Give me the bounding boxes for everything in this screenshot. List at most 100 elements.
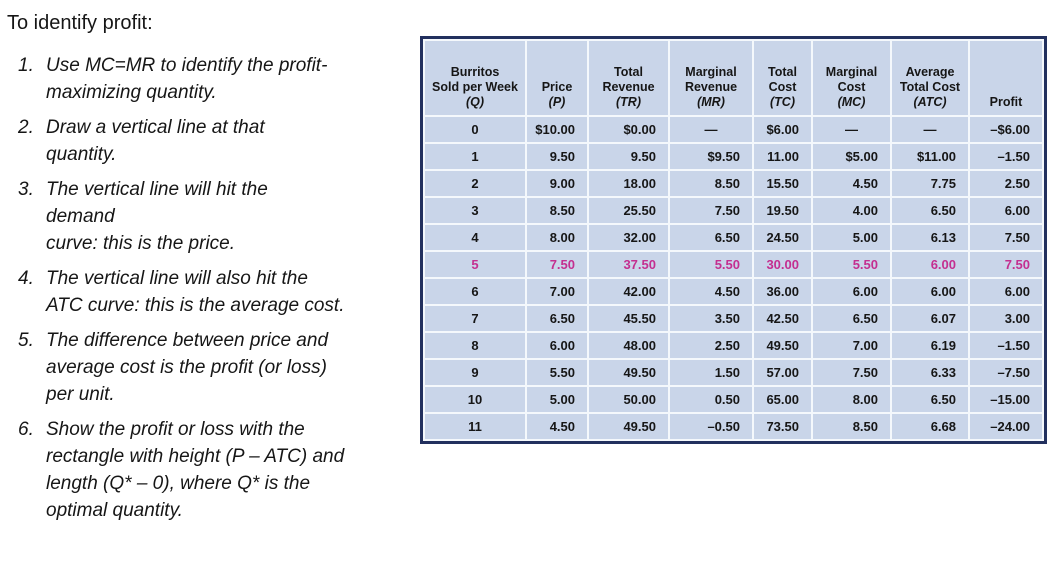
instruction-number: 3. bbox=[18, 179, 34, 200]
column-header-label: Total Revenue bbox=[602, 65, 655, 94]
table-cell: 7.00 bbox=[527, 279, 587, 304]
table-cell: 6.00 bbox=[970, 198, 1042, 223]
table-cell: 6.50 bbox=[527, 306, 587, 331]
table-cell: 7.50 bbox=[670, 198, 752, 223]
table-cell: 3 bbox=[425, 198, 525, 223]
column-header-label: Marginal Revenue bbox=[684, 65, 738, 94]
table-cell: 19.50 bbox=[754, 198, 811, 223]
table-cell: 8.50 bbox=[670, 171, 752, 196]
instruction-text: The vertical line will also hit the ATC … bbox=[46, 268, 345, 316]
table-cell: 9 bbox=[425, 360, 525, 385]
profit-table-container: Burritos Sold per Week (Q) Price (P) Total R… bbox=[420, 36, 1047, 444]
table-cell: –1.50 bbox=[970, 144, 1042, 169]
table-head: Burritos Sold per Week (Q) Price (P) Total R… bbox=[425, 41, 1042, 115]
table-cell: 11.00 bbox=[754, 144, 811, 169]
table-cell: 7.75 bbox=[892, 171, 968, 196]
column-header-label: Average Total Cost bbox=[899, 65, 961, 94]
table-cell: 73.50 bbox=[754, 414, 811, 439]
table-cell: 6.00 bbox=[892, 252, 968, 277]
table-row: 2 9.00 18.00 8.50 15.50 4.50 7.75 2.50 bbox=[425, 171, 1042, 196]
instruction-item-2: 2. Draw a vertical line at that quantity. bbox=[7, 114, 411, 168]
table-cell: 42.50 bbox=[754, 306, 811, 331]
table-cell: 6.13 bbox=[892, 225, 968, 250]
column-header-symbol: (TR) bbox=[616, 95, 641, 109]
table-cell: 5.50 bbox=[527, 360, 587, 385]
table-cell: 50.00 bbox=[589, 387, 668, 412]
table-row: 0 $10.00 $0.00— $6.00— — –$6.00 bbox=[425, 117, 1042, 142]
table-cell: 3.50 bbox=[670, 306, 752, 331]
table-row: 7 6.50 45.50 3.50 42.50 6.50 6.07 3.00 bbox=[425, 306, 1042, 331]
table-cell: 3.00 bbox=[970, 306, 1042, 331]
column-header-symbol: (MR) bbox=[697, 95, 725, 109]
table-cell: 8.50 bbox=[527, 198, 587, 223]
table-cell: 6.50 bbox=[670, 225, 752, 250]
table-cell: 0.50 bbox=[670, 387, 752, 412]
table-body: 0 $10.00 $0.00— $6.00— — –$6.00 1 9.50 9.50 $9.50… bbox=[425, 117, 1042, 439]
table-row: 11 4.50 49.50 –0.50 73.50 8.50 6.68 –24.00 bbox=[425, 414, 1042, 439]
table-cell: 4.50 bbox=[527, 414, 587, 439]
column-header-profit: Profit bbox=[970, 41, 1042, 115]
table-cell: 1 bbox=[425, 144, 525, 169]
table-cell: 9.50 bbox=[527, 144, 587, 169]
table-cell: 6.50 bbox=[892, 198, 968, 223]
table-cell: 8 bbox=[425, 333, 525, 358]
column-header-price: Price (P) bbox=[527, 41, 587, 115]
table-row-highlighted: 5 7.50 37.50 5.50 30.00 5.50 6.00 7.50 bbox=[425, 252, 1042, 277]
table-cell: 7.50 bbox=[527, 252, 587, 277]
table-cell: 6.07 bbox=[892, 306, 968, 331]
table-cell: 36.00 bbox=[754, 279, 811, 304]
table-cell: 6 bbox=[425, 279, 525, 304]
table-cell: 37.50 bbox=[589, 252, 668, 277]
table-cell: 2.50 bbox=[970, 171, 1042, 196]
table-cell: — bbox=[670, 117, 752, 142]
column-header-symbol: (MC) bbox=[837, 95, 866, 109]
table-cell: 5.50 bbox=[670, 252, 752, 277]
table-cell: 7.50 bbox=[970, 252, 1042, 277]
instruction-number: 4. bbox=[18, 268, 34, 289]
instruction-number: 2. bbox=[18, 117, 34, 138]
instructions-list: 1. Use MC=MR to identify the profit- maxi… bbox=[7, 52, 411, 524]
column-header-marginal-cost: Marginal Cost (MC) bbox=[813, 41, 890, 115]
table-cell: 6.50 bbox=[892, 387, 968, 412]
table-cell: 49.50 bbox=[589, 414, 668, 439]
table-cell: 10 bbox=[425, 387, 525, 412]
table-cell: 5.00 bbox=[527, 387, 587, 412]
table-cell: $11.00 bbox=[892, 144, 968, 169]
table-cell: 5.50 bbox=[813, 252, 890, 277]
table-cell: 6.68 bbox=[892, 414, 968, 439]
table-header-row: Burritos Sold per Week (Q) Price (P) Total R… bbox=[425, 41, 1042, 115]
table-cell: 49.50 bbox=[589, 360, 668, 385]
column-header-label: Total Cost bbox=[768, 65, 797, 94]
table-cell: 7.50 bbox=[970, 225, 1042, 250]
table-cell: 7.50 bbox=[813, 360, 890, 385]
table-row: 8 6.00 48.00 2.50 49.50 7.00 6.19 –1.50 bbox=[425, 333, 1042, 358]
table-row: 9 5.50 49.50 1.50 57.00 7.50 6.33 –7.50 bbox=[425, 360, 1042, 385]
table-cell: $5.00 bbox=[813, 144, 890, 169]
table-cell: 24.50 bbox=[754, 225, 811, 250]
table-row: 1 9.50 9.50 $9.50 11.00 $5.00 $11.00 –1.50 bbox=[425, 144, 1042, 169]
table-cell: 8.00 bbox=[527, 225, 587, 250]
table-row: 10 5.00 50.00 0.50 65.00 8.00 6.50 –15.00 bbox=[425, 387, 1042, 412]
table-cell: 6.00 bbox=[527, 333, 587, 358]
table-cell: 18.00 bbox=[589, 171, 668, 196]
table-cell: 8.50 bbox=[813, 414, 890, 439]
instruction-text: Draw a vertical line at that quantity. bbox=[46, 117, 265, 165]
table-row: 4 8.00 32.00 6.50 24.50 5.00 6.13 7.50 bbox=[425, 225, 1042, 250]
table-cell: 5 bbox=[425, 252, 525, 277]
table-cell: 32.00 bbox=[589, 225, 668, 250]
column-header-symbol: (TC) bbox=[770, 95, 795, 109]
page-title: To identify profit: bbox=[7, 12, 153, 34]
instruction-text: Use MC=MR to identify the profit- maximi… bbox=[46, 55, 328, 103]
table-cell: –7.50 bbox=[970, 360, 1042, 385]
column-header-average-total-cost: Average Total Cost (ATC) bbox=[892, 41, 968, 115]
table-cell: 65.00 bbox=[754, 387, 811, 412]
table-cell: 25.50 bbox=[589, 198, 668, 223]
table-cell: 6.00 bbox=[813, 279, 890, 304]
table-cell: 9.50 bbox=[589, 144, 668, 169]
table-cell: –24.00 bbox=[970, 414, 1042, 439]
table-cell: — bbox=[892, 117, 968, 142]
table-cell: $9.50 bbox=[670, 144, 752, 169]
instruction-number: 1. bbox=[18, 55, 34, 76]
column-header-total-revenue: Total Revenue (TR) bbox=[589, 41, 668, 115]
table-cell: –$6.00 bbox=[970, 117, 1042, 142]
